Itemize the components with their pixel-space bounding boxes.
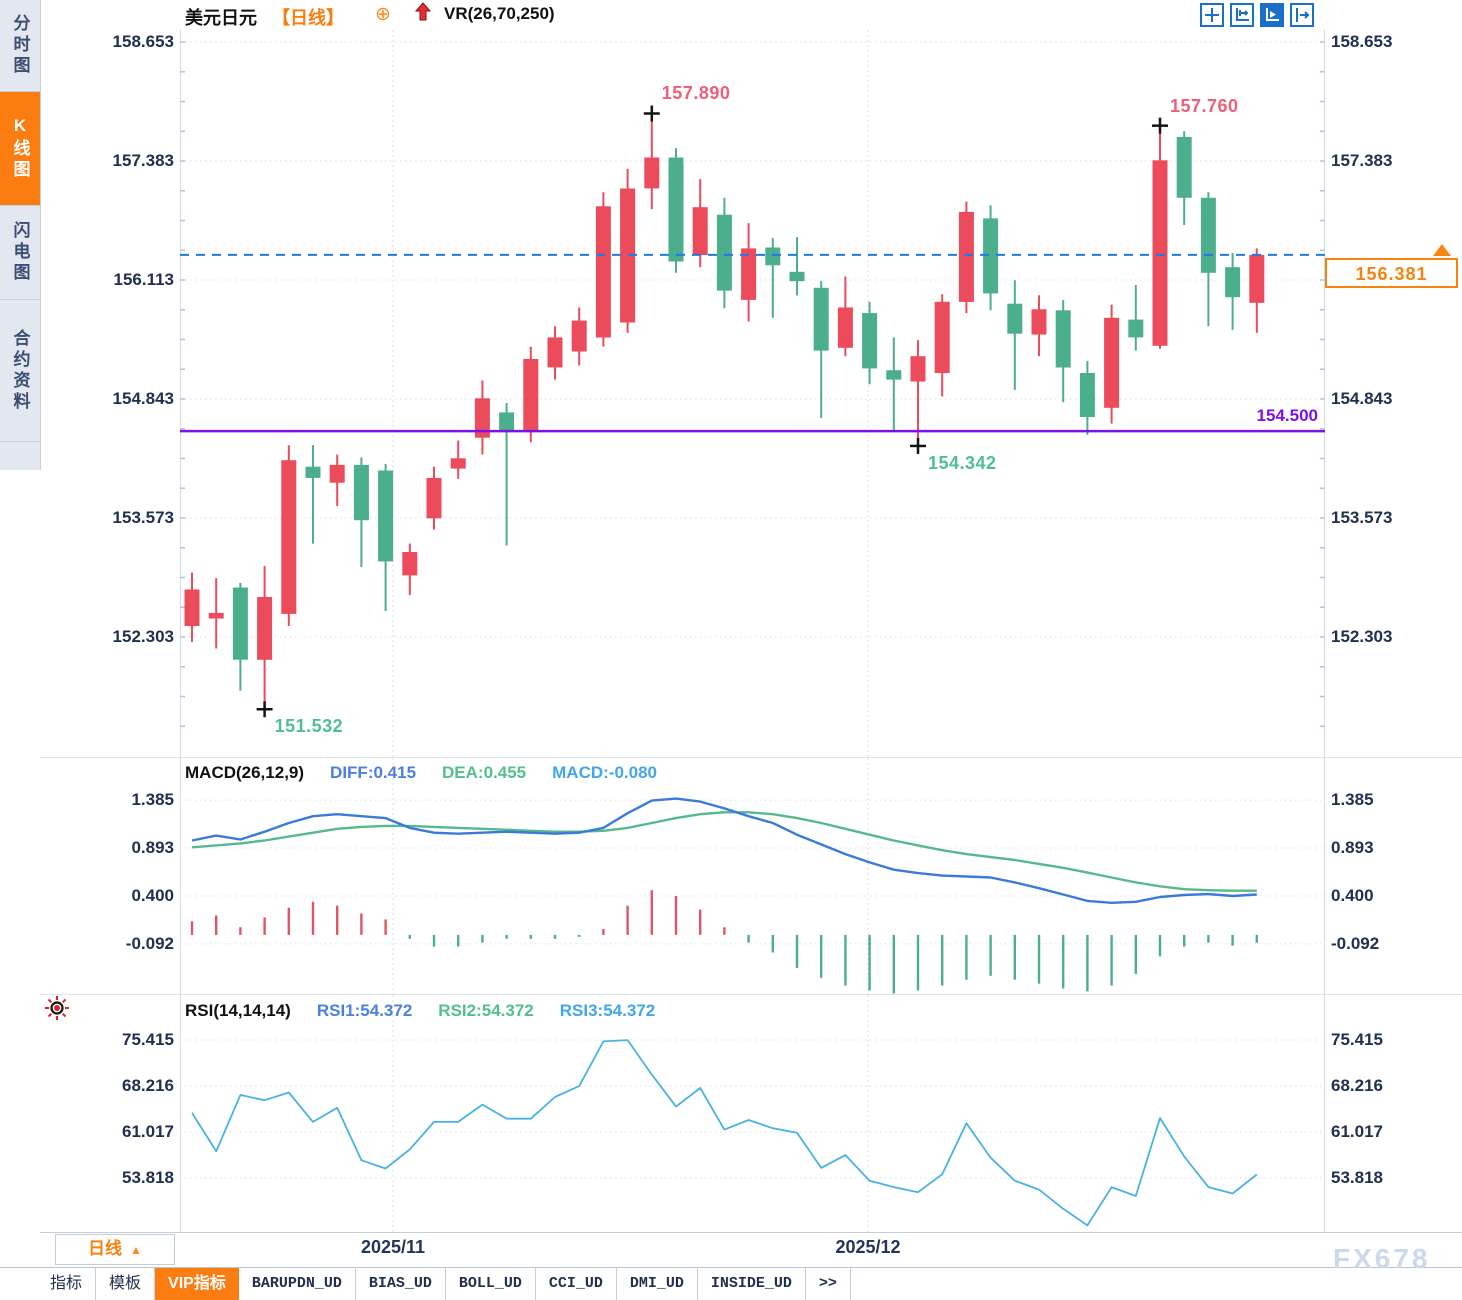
bottom-tab-5[interactable]: BIAS_UD <box>356 1268 446 1300</box>
rsi-axis-label: 75.415 <box>122 1030 174 1049</box>
macd-chart[interactable] <box>180 758 1325 994</box>
panel-separator <box>40 757 1462 758</box>
move-icon[interactable] <box>1200 3 1224 27</box>
price-axis-label: 152.303 <box>1331 627 1393 646</box>
axis-shift-icon[interactable] <box>1290 3 1314 27</box>
left-sidebar: 分时图 K线图 闪电图 合约资料 <box>0 0 41 470</box>
extreme-price-annotation: 157.760 <box>1170 95 1239 116</box>
axis-play-icon[interactable] <box>1260 3 1284 27</box>
vr-indicator-label[interactable]: VR(26,70,250) <box>444 4 555 23</box>
chart-toolbar <box>1200 3 1314 27</box>
price-axis-label: 154.843 <box>112 389 174 408</box>
rsi2-value: RSI2:54.372 <box>438 1001 534 1020</box>
current-price-badge: 156.381 <box>1325 257 1458 288</box>
price-axis-label: 158.653 <box>112 32 174 51</box>
rsi-chart[interactable] <box>180 995 1325 1232</box>
candlestick-chart[interactable] <box>180 30 1325 757</box>
rsi-axis-label: 61.017 <box>1331 1122 1383 1141</box>
rsi3-value: RSI3:54.372 <box>559 1001 656 1020</box>
bottom-tab-6[interactable]: BOLL_UD <box>446 1268 536 1300</box>
sidebar-tab-2[interactable]: K线图 <box>0 92 40 206</box>
macd-header: MACD(26,12,9) DIFF:0.415 DEA:0.455 MACD:… <box>185 763 657 783</box>
extreme-price-annotation: 157.890 <box>661 83 731 104</box>
chart-header: 美元日元 【日线】 ⊕ VR(26,70,250) <box>42 0 1462 30</box>
period-selector[interactable]: 日线 ▲ <box>55 1234 175 1265</box>
x-axis-date: 2025/12 <box>835 1237 901 1257</box>
hot-indicator-icon[interactable] <box>44 995 70 1026</box>
macd-axis-label: 1.385 <box>131 790 174 810</box>
macd-axis-label: 0.893 <box>131 838 174 857</box>
bottom-tab-9[interactable]: INSIDE_UD <box>698 1268 806 1300</box>
rsi-axis-label: 53.818 <box>1331 1168 1383 1187</box>
price-axis-label: 153.573 <box>1331 508 1393 527</box>
bottom-tab-2[interactable]: 模板 <box>96 1268 156 1300</box>
bottom-tab-3[interactable]: VIP指标 <box>155 1268 239 1300</box>
price-marker-arrow-icon <box>1433 243 1451 256</box>
rsi-axis-label: 68.216 <box>122 1076 174 1095</box>
rsi-title[interactable]: RSI(14,14,14) <box>185 1001 291 1020</box>
axis-range-icon[interactable] <box>1230 3 1254 27</box>
price-axis-label: 153.573 <box>112 508 174 527</box>
rsi-axis-label: 61.017 <box>122 1122 174 1141</box>
rsi1-value: RSI1:54.372 <box>316 1001 413 1020</box>
sidebar-tab-3[interactable]: 闪电图 <box>0 206 40 300</box>
macd-axis-label: -0.092 <box>125 933 174 953</box>
macd-title[interactable]: MACD(26,12,9) <box>185 763 305 782</box>
bottom-tab-1[interactable]: 指标 <box>37 1268 97 1300</box>
price-axis-label: 157.383 <box>112 151 174 170</box>
rsi-axis-label: 68.216 <box>1331 1076 1383 1095</box>
rsi-axis-label: 53.818 <box>122 1168 174 1187</box>
price-axis-label: 157.383 <box>1331 151 1393 170</box>
macd-axis-label: 1.385 <box>1331 790 1374 810</box>
macd-diff-value: DIFF:0.415 <box>330 763 417 782</box>
bottom-tab-7[interactable]: CCI_UD <box>536 1268 617 1300</box>
price-axis-label: 152.303 <box>112 627 174 646</box>
watermark: FX678 <box>1333 1243 1431 1274</box>
macd-axis-label: -0.092 <box>1331 933 1380 953</box>
bottom-tab-4[interactable]: BARUPDN_UD <box>239 1268 356 1300</box>
macd-value: MACD:-0.080 <box>552 763 657 782</box>
x-axis-date: 2025/11 <box>360 1237 426 1257</box>
panel-separator <box>40 994 1462 995</box>
bottom-tab-10[interactable]: >> <box>806 1268 851 1300</box>
chevron-up-icon: ▲ <box>130 1243 142 1257</box>
extreme-price-annotation: 151.532 <box>274 716 344 737</box>
macd-dea-value: DEA:0.455 <box>442 763 527 782</box>
symbol-title: 美元日元 <box>185 8 257 28</box>
price-axis-label: 156.113 <box>113 270 174 289</box>
price-axis-label: 154.843 <box>1331 389 1393 408</box>
support-level-label: 154.500 <box>1256 406 1318 426</box>
period-tag[interactable]: 【日线】 <box>272 8 344 28</box>
x-axis-line <box>40 1232 1462 1233</box>
macd-axis-label: 0.893 <box>1331 838 1374 857</box>
up-arrow-icon <box>414 2 432 27</box>
bottom-tab-8[interactable]: DMI_UD <box>617 1268 698 1300</box>
extreme-price-annotation: 154.342 <box>928 452 997 473</box>
indicator-tab-bar: 指标 模板 VIP指标 BARUPDN_UD BIAS_UD BOLL_UD CCI_UD D… <box>0 1267 1462 1300</box>
add-indicator-icon[interactable]: ⊕ <box>375 4 391 25</box>
period-selector-label: 日线 <box>88 1239 123 1258</box>
price-axis-label: 158.653 <box>1331 32 1393 51</box>
sidebar-tab-4[interactable]: 合约资料 <box>0 300 40 442</box>
sidebar-tab-1[interactable]: 分时图 <box>0 0 40 92</box>
rsi-header: RSI(14,14,14) RSI1:54.372 RSI2:54.372 RS… <box>185 1001 655 1021</box>
macd-axis-label: 0.400 <box>1331 886 1374 905</box>
macd-axis-label: 0.400 <box>131 886 174 905</box>
rsi-axis-label: 75.415 <box>1331 1030 1383 1049</box>
